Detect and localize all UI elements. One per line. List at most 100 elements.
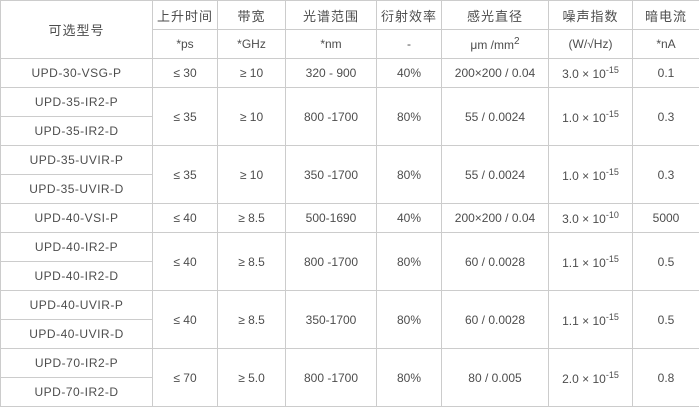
table-row: UPD-30-VSG-P ≤ 30 ≥ 10 320 - 900 40% 200… bbox=[1, 59, 699, 88]
table-row: UPD-40-VSI-P ≤ 40 ≥ 8.5 500-1690 40% 200… bbox=[1, 204, 699, 233]
spectral-range-cell: 800 -1700 bbox=[286, 233, 377, 291]
spectral-range-cell: 320 - 900 bbox=[286, 59, 377, 88]
diffraction-cell: 80% bbox=[377, 233, 442, 291]
diameter-cell: 55 / 0.0024 bbox=[442, 146, 549, 204]
spectral-range-cell: 350-1700 bbox=[286, 291, 377, 349]
noise-base: 1.1 × 10 bbox=[562, 314, 606, 328]
noise-exponent: -15 bbox=[606, 254, 619, 264]
unit-bandwidth: *GHz bbox=[218, 30, 286, 59]
diffraction-cell: 80% bbox=[377, 291, 442, 349]
model-cell: UPD-40-IR2-D bbox=[1, 262, 153, 291]
spectral-range-cell: 800 -1700 bbox=[286, 349, 377, 407]
bandwidth-cell: ≥ 8.5 bbox=[218, 204, 286, 233]
model-cell: UPD-40-UVIR-D bbox=[1, 320, 153, 349]
unit-diameter-base: μm /mm bbox=[470, 38, 514, 52]
bandwidth-cell: ≥ 10 bbox=[218, 88, 286, 146]
model-cell: UPD-35-IR2-D bbox=[1, 117, 153, 146]
diameter-cell: 60 / 0.0028 bbox=[442, 291, 549, 349]
rise-time-cell: ≤ 40 bbox=[153, 204, 218, 233]
noise-exponent: -10 bbox=[606, 210, 619, 220]
diffraction-cell: 80% bbox=[377, 88, 442, 146]
unit-rise-time: *ps bbox=[153, 30, 218, 59]
bandwidth-cell: ≥ 5.0 bbox=[218, 349, 286, 407]
col-header-noise-figure: 噪声指数 bbox=[549, 1, 633, 30]
unit-photosensitive-diameter: μm /mm2 bbox=[442, 30, 549, 59]
dark-current-cell: 0.1 bbox=[633, 59, 699, 88]
diameter-cell: 60 / 0.0028 bbox=[442, 233, 549, 291]
dark-current-cell: 0.8 bbox=[633, 349, 699, 407]
model-cell: UPD-35-UVIR-P bbox=[1, 146, 153, 175]
rise-time-cell: ≤ 40 bbox=[153, 291, 218, 349]
diffraction-cell: 40% bbox=[377, 59, 442, 88]
model-cell: UPD-70-IR2-P bbox=[1, 349, 153, 378]
bandwidth-cell: ≥ 8.5 bbox=[218, 291, 286, 349]
model-cell: UPD-40-IR2-P bbox=[1, 233, 153, 262]
model-cell: UPD-40-VSI-P bbox=[1, 204, 153, 233]
noise-exponent: -15 bbox=[606, 370, 619, 380]
noise-cell: 1.0 × 10-15 bbox=[549, 88, 633, 146]
col-header-bandwidth: 带宽 bbox=[218, 1, 286, 30]
col-header-diffraction-efficiency: 衍射效率 bbox=[377, 1, 442, 30]
model-cell: UPD-35-UVIR-D bbox=[1, 175, 153, 204]
unit-noise-figure: (W/√Hz) bbox=[549, 30, 633, 59]
diameter-cell: 55 / 0.0024 bbox=[442, 88, 549, 146]
dark-current-cell: 0.3 bbox=[633, 146, 699, 204]
table-row: UPD-70-IR2-P ≤ 70 ≥ 5.0 800 -1700 80% 80… bbox=[1, 349, 699, 378]
dark-current-cell: 0.5 bbox=[633, 233, 699, 291]
diameter-cell: 80 / 0.005 bbox=[442, 349, 549, 407]
unit-dark-current: *nA bbox=[633, 30, 699, 59]
noise-exponent: -15 bbox=[606, 312, 619, 322]
diameter-cell: 200×200 / 0.04 bbox=[442, 204, 549, 233]
col-header-photosensitive-diameter: 感光直径 bbox=[442, 1, 549, 30]
diffraction-cell: 80% bbox=[377, 349, 442, 407]
noise-exponent: -15 bbox=[606, 65, 619, 75]
noise-cell: 1.1 × 10-15 bbox=[549, 233, 633, 291]
noise-cell: 1.1 × 10-15 bbox=[549, 291, 633, 349]
noise-cell: 3.0 × 10-10 bbox=[549, 204, 633, 233]
table-row: UPD-40-IR2-P ≤ 40 ≥ 8.5 800 -1700 80% 60… bbox=[1, 233, 699, 262]
noise-cell: 1.0 × 10-15 bbox=[549, 146, 633, 204]
noise-base: 1.1 × 10 bbox=[562, 256, 606, 270]
unit-diffraction-efficiency: - bbox=[377, 30, 442, 59]
noise-base: 1.0 × 10 bbox=[562, 111, 606, 125]
noise-base: 3.0 × 10 bbox=[562, 67, 606, 81]
noise-exponent: -15 bbox=[606, 109, 619, 119]
rise-time-cell: ≤ 70 bbox=[153, 349, 218, 407]
unit-diameter-superscript: 2 bbox=[514, 36, 520, 47]
spectral-range-cell: 500-1690 bbox=[286, 204, 377, 233]
rise-time-cell: ≤ 35 bbox=[153, 146, 218, 204]
diffraction-cell: 40% bbox=[377, 204, 442, 233]
noise-base: 1.0 × 10 bbox=[562, 169, 606, 183]
table-row: UPD-35-UVIR-P ≤ 35 ≥ 10 350 -1700 80% 55… bbox=[1, 146, 699, 175]
col-header-models: 可选型号 bbox=[1, 1, 153, 59]
dark-current-cell: 0.3 bbox=[633, 88, 699, 146]
bandwidth-cell: ≥ 10 bbox=[218, 146, 286, 204]
table-row: UPD-35-IR2-P ≤ 35 ≥ 10 800 -1700 80% 55 … bbox=[1, 88, 699, 117]
model-cell: UPD-30-VSG-P bbox=[1, 59, 153, 88]
dark-current-cell: 5000 bbox=[633, 204, 699, 233]
noise-exponent: -15 bbox=[606, 167, 619, 177]
bandwidth-cell: ≥ 8.5 bbox=[218, 233, 286, 291]
rise-time-cell: ≤ 35 bbox=[153, 88, 218, 146]
col-header-spectral-range: 光谱范围 bbox=[286, 1, 377, 30]
rise-time-cell: ≤ 30 bbox=[153, 59, 218, 88]
noise-base: 3.0 × 10 bbox=[562, 212, 606, 226]
diffraction-cell: 80% bbox=[377, 146, 442, 204]
rise-time-cell: ≤ 40 bbox=[153, 233, 218, 291]
dark-current-cell: 0.5 bbox=[633, 291, 699, 349]
spectral-range-cell: 800 -1700 bbox=[286, 88, 377, 146]
noise-cell: 3.0 × 10-15 bbox=[549, 59, 633, 88]
noise-cell: 2.0 × 10-15 bbox=[549, 349, 633, 407]
bandwidth-cell: ≥ 10 bbox=[218, 59, 286, 88]
model-cell: UPD-40-UVIR-P bbox=[1, 291, 153, 320]
table-row: UPD-40-UVIR-P ≤ 40 ≥ 8.5 350-1700 80% 60… bbox=[1, 291, 699, 320]
col-header-rise-time: 上升时间 bbox=[153, 1, 218, 30]
unit-spectral-range: *nm bbox=[286, 30, 377, 59]
spectral-range-cell: 350 -1700 bbox=[286, 146, 377, 204]
diameter-cell: 200×200 / 0.04 bbox=[442, 59, 549, 88]
model-cell: UPD-70-IR2-D bbox=[1, 378, 153, 407]
col-header-dark-current: 暗电流 bbox=[633, 1, 699, 30]
header-row-labels: 可选型号 上升时间 带宽 光谱范围 衍射效率 感光直径 噪声指数 暗电流 bbox=[1, 1, 699, 30]
noise-base: 2.0 × 10 bbox=[562, 372, 606, 386]
